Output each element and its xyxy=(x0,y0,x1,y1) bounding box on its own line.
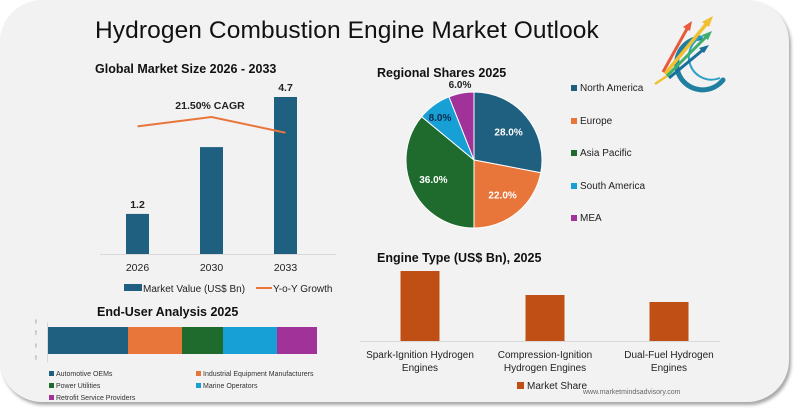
pie-slice-label: 6.0% xyxy=(449,80,472,91)
legend-swatch-market-value xyxy=(124,284,142,291)
end-user-tick-label: ! xyxy=(35,331,37,337)
pie-slice xyxy=(473,91,543,174)
end-user-segment xyxy=(182,327,223,354)
pie-legend-label: MEA xyxy=(580,213,602,224)
end-user-legend-swatch xyxy=(49,383,54,388)
pie-legend-swatch xyxy=(571,215,577,221)
engine-tick-label: Hydrogen Engines xyxy=(504,363,586,374)
market-size-bar xyxy=(126,213,149,254)
end-user-legend-label: Automotive OEMs xyxy=(56,371,113,378)
engine-bar xyxy=(525,295,565,341)
end-user-legend-label: Marine Operators xyxy=(203,383,258,390)
pie-slice xyxy=(473,159,542,229)
pie-legend-label: Asia Pacific xyxy=(580,148,632,159)
end-user-legend-swatch xyxy=(196,371,201,376)
engine-tick-label: Spark-Ignition Hydrogen xyxy=(366,350,474,361)
pie-legend-swatch xyxy=(571,85,577,91)
engine-tick-label: Compression-Ignition xyxy=(498,350,593,361)
engine-bar xyxy=(400,271,440,341)
pie-slice-label: 22.0% xyxy=(488,191,516,202)
end-user-tick-label: ! xyxy=(35,344,37,350)
watermark: www.marketmindsadvisory.com xyxy=(583,389,681,396)
pie-slice xyxy=(405,115,475,229)
regional-shares-title: Regional Shares 2025 xyxy=(377,66,507,80)
end-user-tick-label: ! xyxy=(35,320,37,326)
market-size-tick-label: 2030 xyxy=(200,262,224,274)
end-user-legend-label: Retrofit Service Providers xyxy=(56,395,136,402)
end-user-segment xyxy=(128,327,182,354)
market-size-tick-label: 2026 xyxy=(126,262,150,274)
pie-legend-label: Europe xyxy=(580,116,613,127)
market-size-bar-label: 4.7 xyxy=(278,82,293,94)
end-user-legend-label: Power Utilities xyxy=(56,383,101,390)
end-user-tick-label: ! xyxy=(35,356,37,362)
market-size-bar-label: 1.2 xyxy=(130,199,145,211)
pie-slice xyxy=(448,91,475,161)
legend-label-growth: Y-o-Y Growth xyxy=(273,284,332,295)
pie-slice-label: 28.0% xyxy=(494,127,522,138)
engine-tick-label: Engines xyxy=(651,363,687,374)
engine-bar xyxy=(649,302,689,341)
pie-legend-label: South America xyxy=(580,181,645,192)
market-size-bar xyxy=(274,97,297,254)
market-size-bar xyxy=(200,147,223,254)
growth-line xyxy=(137,115,286,134)
pie-slice-label: 36.0% xyxy=(419,175,447,186)
end-user-legend-swatch xyxy=(196,383,201,388)
pie-slice-label: 8.0% xyxy=(429,113,452,124)
pie-legend-swatch xyxy=(571,150,577,156)
engine-legend-label: Market Share xyxy=(527,381,587,392)
end-user-title: End-User Analysis 2025 xyxy=(97,305,239,319)
end-user-legend-swatch xyxy=(49,371,54,376)
cagr-annotation: 21.50% CAGR xyxy=(175,100,245,112)
end-user-legend-label: Industrial Equipment Manufacturers xyxy=(203,371,314,378)
engine-type-title: Engine Type (US$ Bn), 2025 xyxy=(377,251,542,265)
market-size-tick-label: 2033 xyxy=(274,262,298,274)
end-user-segment xyxy=(48,327,128,354)
end-user-segment xyxy=(277,327,317,354)
end-user-legend-swatch xyxy=(49,395,54,400)
engine-legend-swatch xyxy=(517,382,524,389)
engine-tick-label: Dual-Fuel Hydrogen xyxy=(624,350,714,361)
page-title: Hydrogen Combustion Engine Market Outloo… xyxy=(95,17,599,44)
pie-legend-swatch xyxy=(571,183,577,189)
engine-tick-label: Engines xyxy=(402,363,438,374)
pie-legend-label: North America xyxy=(580,83,644,94)
pie-legend-swatch xyxy=(571,118,577,124)
legend-label-market-value: Market Value (US$ Bn) xyxy=(143,284,245,295)
market-size-title: Global Market Size 2026 - 2033 xyxy=(95,62,277,76)
end-user-segment xyxy=(223,327,277,354)
